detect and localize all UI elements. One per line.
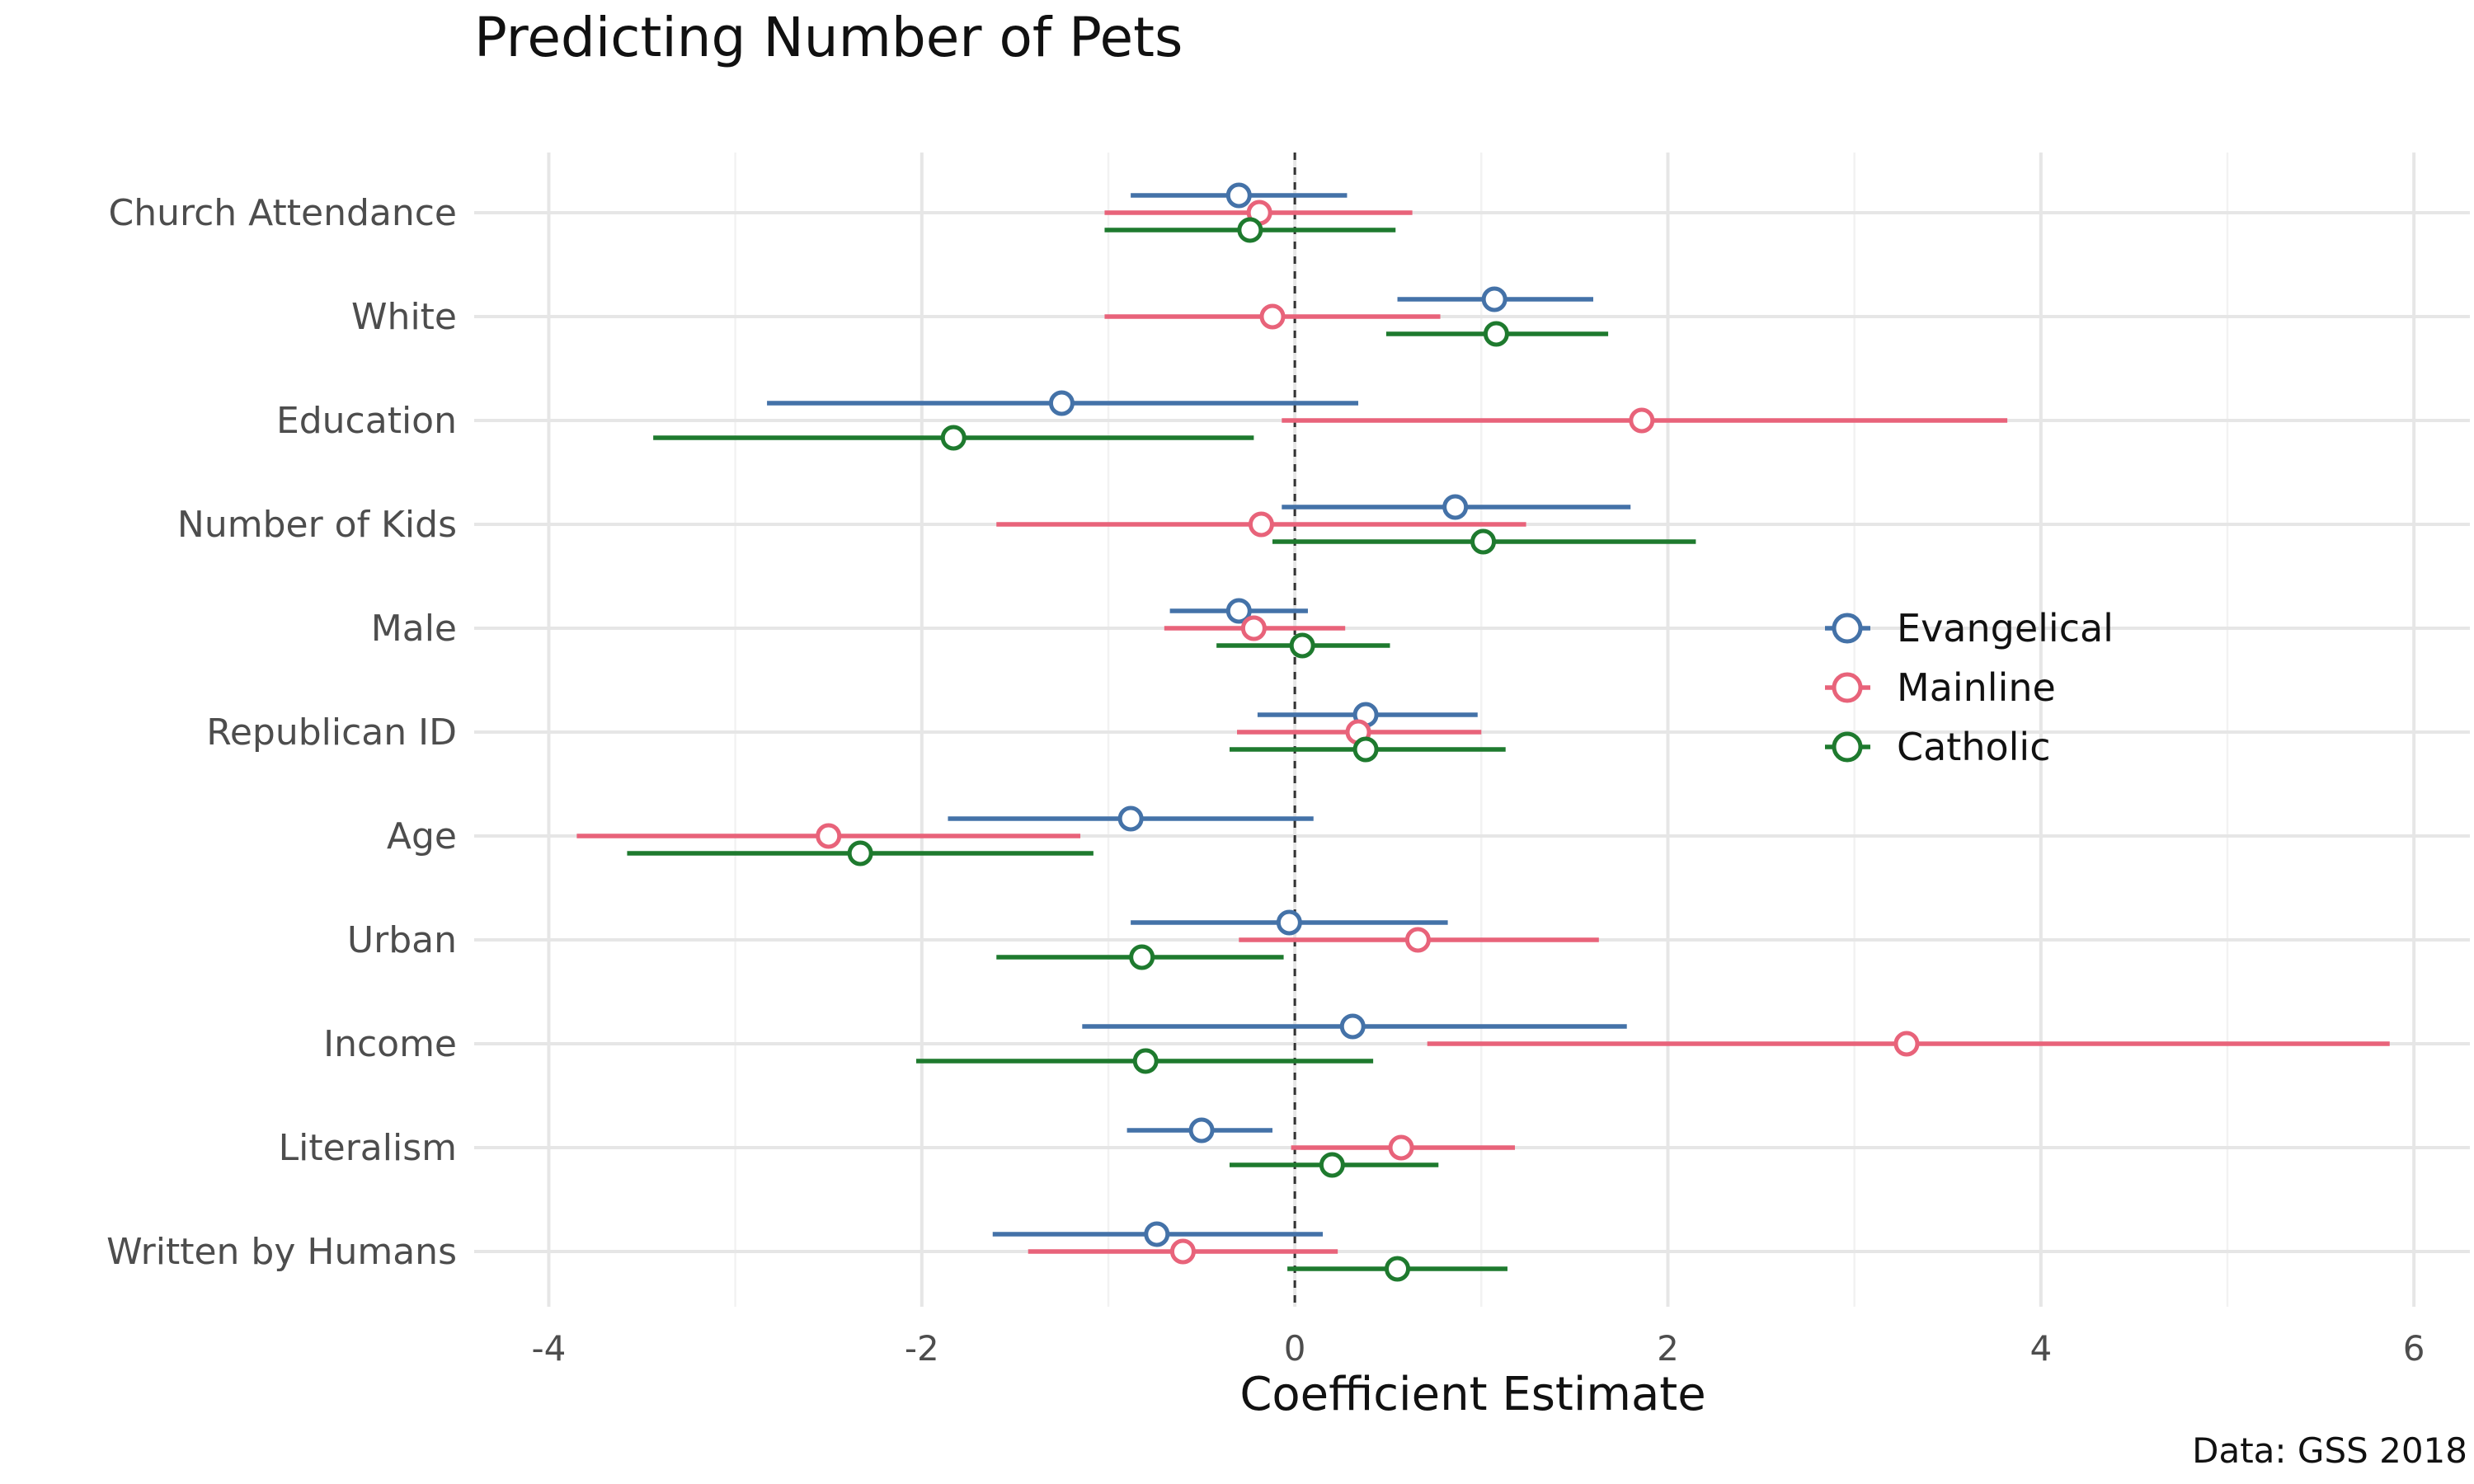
point-estimate <box>1893 1031 1920 1057</box>
x-tick-label: 2 <box>1657 1328 1679 1369</box>
y-tick-label: White <box>351 296 457 338</box>
point-estimate <box>1129 944 1155 970</box>
point-estimate <box>1289 632 1315 659</box>
point-estimate <box>847 840 873 866</box>
point-estimate <box>1188 1117 1215 1144</box>
y-tick-label: Male <box>371 608 457 650</box>
point-estimate <box>1259 303 1286 330</box>
point-estimate <box>1225 598 1252 624</box>
y-tick-label: Education <box>276 400 457 442</box>
point-estimate <box>1144 1221 1170 1247</box>
grid-layer <box>474 153 2470 1307</box>
point-estimate <box>1240 615 1267 641</box>
y-tick-label: Written by Humans <box>106 1231 457 1273</box>
y-tick-label: Urban <box>347 919 457 961</box>
point-estimate <box>1629 407 1655 434</box>
y-tick-label: Age <box>387 815 457 857</box>
series-layer <box>576 182 2390 1282</box>
point-estimate <box>1132 1048 1159 1074</box>
point-estimate <box>1237 217 1263 243</box>
legend-label: Evangelical <box>1897 606 2114 650</box>
point-estimate <box>1404 927 1431 953</box>
point-estimate <box>1225 182 1252 209</box>
point-estimate <box>1442 494 1469 520</box>
point-estimate <box>1388 1134 1414 1161</box>
point-estimate <box>1483 321 1509 347</box>
series-catholic <box>627 217 1696 1282</box>
series-evangelical <box>767 182 1631 1247</box>
x-tick-label: 6 <box>2403 1328 2425 1369</box>
point-estimate <box>1481 286 1507 312</box>
chart-caption: Data: GSS 2018 <box>2192 1430 2467 1471</box>
point-estimate <box>1276 909 1302 936</box>
point-estimate <box>1117 805 1144 832</box>
point-estimate <box>940 425 967 451</box>
x-axis-label: Coefficient Estimate <box>1239 1368 1705 1421</box>
x-axis-tick-labels: -4 -2 0 2 4 6 <box>532 1328 2425 1369</box>
point-estimate <box>1352 736 1379 763</box>
y-tick-label: Income <box>323 1023 457 1065</box>
point-estimate <box>816 823 842 849</box>
y-tick-label: Church Attendance <box>108 192 457 234</box>
point-estimate <box>1385 1256 1411 1282</box>
x-tick-label: -4 <box>532 1328 567 1369</box>
legend-label: Catholic <box>1897 725 2051 769</box>
point-estimate <box>1169 1238 1196 1265</box>
y-axis-labels: Church Attendance White Education Number of… <box>106 192 457 1273</box>
x-tick-label: 4 <box>2030 1328 2052 1369</box>
y-tick-label: Literalism <box>279 1127 457 1169</box>
chart-title: Predicting Number of Pets <box>474 6 1183 69</box>
point-estimate <box>1248 511 1274 538</box>
legend-key-point <box>1832 613 1863 644</box>
y-tick-label: Number of Kids <box>177 504 457 546</box>
point-estimate <box>1319 1152 1345 1178</box>
y-tick-label: Republican ID <box>206 711 457 754</box>
point-estimate <box>1048 390 1075 416</box>
point-estimate <box>1470 528 1497 555</box>
x-tick-label: 0 <box>1284 1328 1306 1369</box>
legend-key-point <box>1832 731 1863 763</box>
x-tick-label: -2 <box>905 1328 939 1369</box>
legend: Evangelical Mainline Catholic <box>1825 606 2114 769</box>
legend-key-point <box>1832 672 1863 703</box>
legend-label: Mainline <box>1897 665 2056 710</box>
point-estimate <box>1339 1013 1366 1040</box>
